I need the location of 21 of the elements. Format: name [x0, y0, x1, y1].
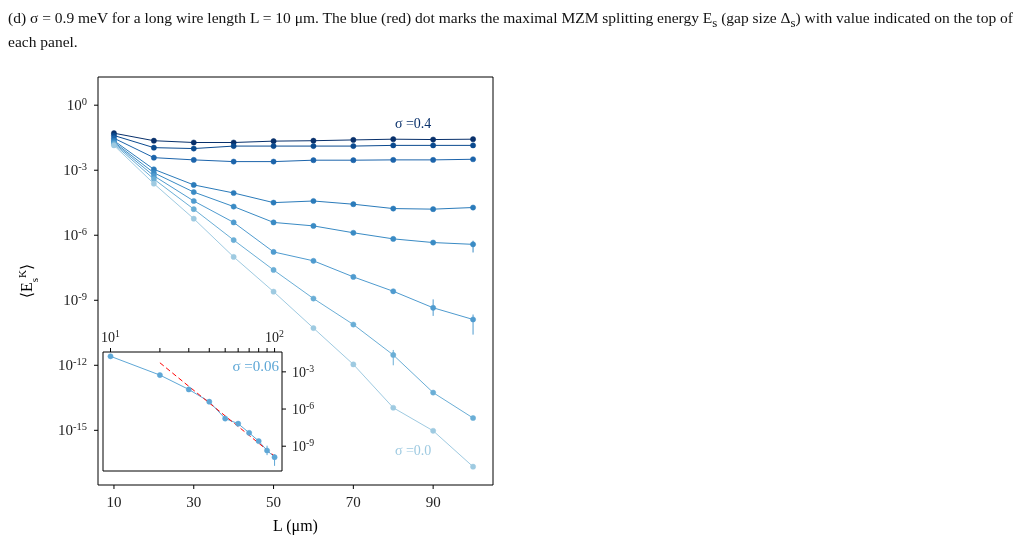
x-tick-label: 10: [106, 494, 122, 510]
y-tick-label: 10$^{-9}$: [292, 436, 315, 455]
x-tick-label: 30: [186, 494, 202, 510]
y-tick-label: 10$^{-6}$: [63, 225, 87, 244]
x-tick-label: 90: [425, 494, 441, 510]
y-tick-label: 10$^{0}$: [66, 95, 87, 114]
y-tick-label: 10$^{-9}$: [63, 290, 87, 309]
y-tick-label: 10$^{-12}$: [58, 355, 87, 374]
series-label: σ =0.0: [394, 442, 432, 458]
x-axis-title: L (μm): [273, 517, 318, 535]
text: σ =0.06: [232, 358, 279, 375]
series-label: σ =0.4: [394, 115, 432, 131]
x-tick-label: 50: [266, 494, 282, 510]
x-tick-label: 10$^{1}$: [101, 327, 121, 345]
y-tick-label: 10$^{-15}$: [58, 420, 87, 439]
y-tick-label: 10$^{-6}$: [292, 399, 315, 418]
x-tick-label: 10$^{2}$: [265, 327, 285, 345]
y-tick-label: 10$^{-3}$: [63, 160, 87, 179]
y-tick-label: 10$^{-3}$: [292, 362, 315, 380]
text: (d) σ = 0.9 meV for a long wire length L = 10 μm. The blue (red) dot marks the maximal MZM splitting energy E$_{s}$ (gap size Δ$_{s}$) with value indicated on the top of each panel.: [8, 9, 1013, 51]
x-tick-label: 70: [345, 494, 361, 510]
